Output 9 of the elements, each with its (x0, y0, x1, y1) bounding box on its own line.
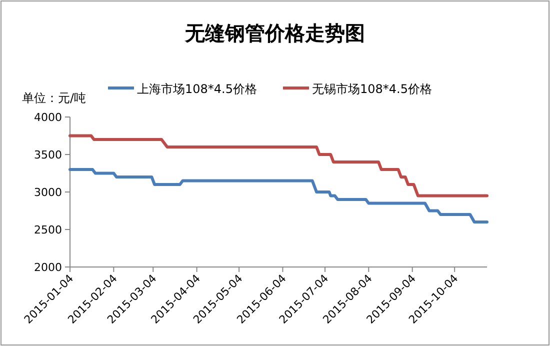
y-axis-title: 单位：元/吨 (22, 91, 86, 105)
y-tick-label: 2500 (34, 224, 62, 236)
y-tick-label: 3000 (34, 186, 62, 199)
legend-label: 上海市场108*4.5价格 (137, 82, 257, 96)
legend-label: 无锡市场108*4.5价格 (312, 82, 432, 96)
y-tick-label: 3500 (34, 148, 62, 162)
y-tick-label: 2000 (34, 261, 62, 274)
chart-title: 无缝钢管价格走势图 (184, 21, 365, 45)
y-tick-label: 4000 (34, 111, 62, 124)
